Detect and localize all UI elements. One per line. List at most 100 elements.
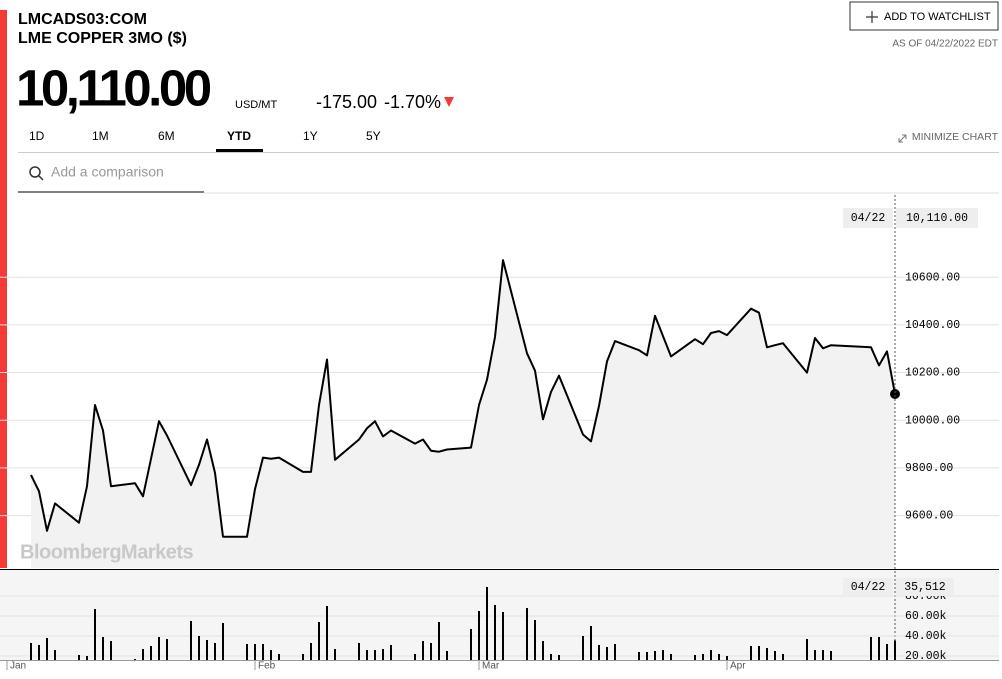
volume-bar — [718, 654, 720, 660]
volume-bar — [374, 650, 376, 660]
range-tab[interactable]: 1M — [92, 129, 109, 143]
volume-bar — [550, 654, 552, 660]
volume-bar — [782, 654, 784, 660]
plus-icon[interactable] — [866, 11, 878, 23]
price-chart: 9600.00 9800.00 10000.00 10200.00 10400.00 10… — [0, 208, 999, 568]
volume-bar — [366, 650, 368, 660]
volume-bar — [694, 655, 696, 660]
y-tick-label: 9600.00 — [905, 510, 953, 523]
volume-bar — [534, 620, 536, 660]
range-tab[interactable]: YTD — [227, 129, 251, 143]
volume-bar — [590, 626, 592, 660]
price-change: -175.00 — [316, 92, 377, 112]
search-icon[interactable] — [29, 166, 41, 178]
volume-bar — [278, 654, 280, 660]
x-tick-label: Feb — [258, 661, 276, 672]
watermark: BloombergMarkets — [20, 541, 194, 563]
volume-bar — [142, 649, 144, 660]
range-tab[interactable]: 5Y — [366, 129, 381, 143]
range-tab[interactable]: 1Y — [303, 129, 318, 143]
volume-bar — [78, 655, 80, 660]
volume-bar — [542, 641, 544, 660]
volume-bar — [886, 644, 888, 660]
volume-bar — [214, 643, 216, 660]
ticker: LMCADS03:COM — [18, 11, 147, 28]
plot: 9600.00 9800.00 10000.00 10200.00 10400.00 10… — [0, 195, 999, 672]
minimize-chart[interactable]: MINIMIZE CHART — [912, 131, 999, 143]
volume-bar — [310, 643, 312, 660]
volume-bar — [830, 651, 832, 660]
volume-bar — [558, 655, 560, 660]
price-area — [31, 260, 895, 568]
y-tick-label: 10600.00 — [905, 271, 960, 284]
volume-bar — [446, 651, 448, 660]
tooltip-value-box — [896, 578, 954, 596]
volume-bar — [710, 650, 712, 660]
volume-bar — [94, 609, 96, 660]
y-tick-label: 60.00k — [905, 610, 947, 623]
percent-change: -1.70% — [384, 92, 441, 112]
volume-bar — [422, 641, 424, 660]
volume-bar — [806, 639, 808, 660]
volume-bar — [670, 654, 672, 660]
volume-bar — [222, 623, 224, 660]
tooltip-date-box — [843, 578, 893, 596]
volume-bar — [614, 644, 616, 660]
search-input[interactable]: Add a comparison — [51, 164, 164, 180]
range-tab[interactable]: 1D — [29, 129, 45, 143]
volume-bar — [502, 612, 504, 660]
volume-bar — [150, 646, 152, 660]
y-tick-label: 10400.00 — [905, 319, 960, 332]
y-tick-label: 9800.00 — [905, 462, 953, 475]
volume-bar — [662, 650, 664, 660]
search-icon-handle[interactable] — [38, 175, 44, 181]
range-tab[interactable]: 6M — [158, 129, 175, 143]
volume-bar — [638, 652, 640, 660]
minimize-icon[interactable] — [898, 134, 907, 143]
volume-bar — [894, 640, 896, 660]
volume-bar — [358, 643, 360, 660]
volume-bar — [758, 646, 760, 660]
volume-bar — [494, 605, 496, 660]
price: 10,110.00 — [16, 59, 211, 116]
volume-bar — [470, 629, 472, 660]
x-tick-label: Mar — [482, 661, 500, 672]
volume-bar — [702, 654, 704, 660]
tooltip-date: 04/22 — [851, 212, 886, 225]
down-arrow — [444, 97, 454, 107]
volume-bar — [438, 622, 440, 660]
volume-bar — [382, 649, 384, 660]
tooltip-date: 04/22 — [851, 581, 886, 594]
volume-bar — [390, 645, 392, 660]
tooltip-date-box — [843, 208, 893, 228]
volume-bar — [46, 638, 48, 660]
tooltip-value: 10,110.00 — [906, 212, 968, 225]
volume-bar — [326, 606, 328, 660]
volume-bar — [198, 636, 200, 660]
volume-bar — [526, 608, 528, 660]
volume-bar — [478, 611, 480, 660]
button-frame[interactable] — [849, 1, 999, 31]
price-unit: USD/MT — [235, 99, 277, 111]
volume-bar — [102, 637, 104, 660]
volume-bar — [814, 650, 816, 660]
volume-bar — [598, 645, 600, 660]
volume-bar — [246, 644, 248, 660]
volume-bar — [654, 651, 656, 660]
volume-bar — [822, 650, 824, 660]
tooltip-value: 35,512 — [904, 581, 946, 594]
volume-bar — [870, 637, 872, 660]
volume-bar — [54, 650, 56, 660]
x-tick-label: Jan — [10, 661, 26, 672]
button-label[interactable]: ADD TO WATCHLIST — [884, 11, 991, 23]
watchlist-button[interactable]: ADD TO WATCHLIST — [849, 1, 999, 31]
x-tick-label: Apr — [730, 661, 746, 672]
price-line — [30, 259, 896, 538]
volume-bar — [38, 645, 40, 660]
y-tick-label: 10200.00 — [905, 367, 960, 380]
volume-bar — [750, 646, 752, 660]
volume-bar — [334, 649, 336, 660]
active-tab-underline — [216, 149, 263, 152]
